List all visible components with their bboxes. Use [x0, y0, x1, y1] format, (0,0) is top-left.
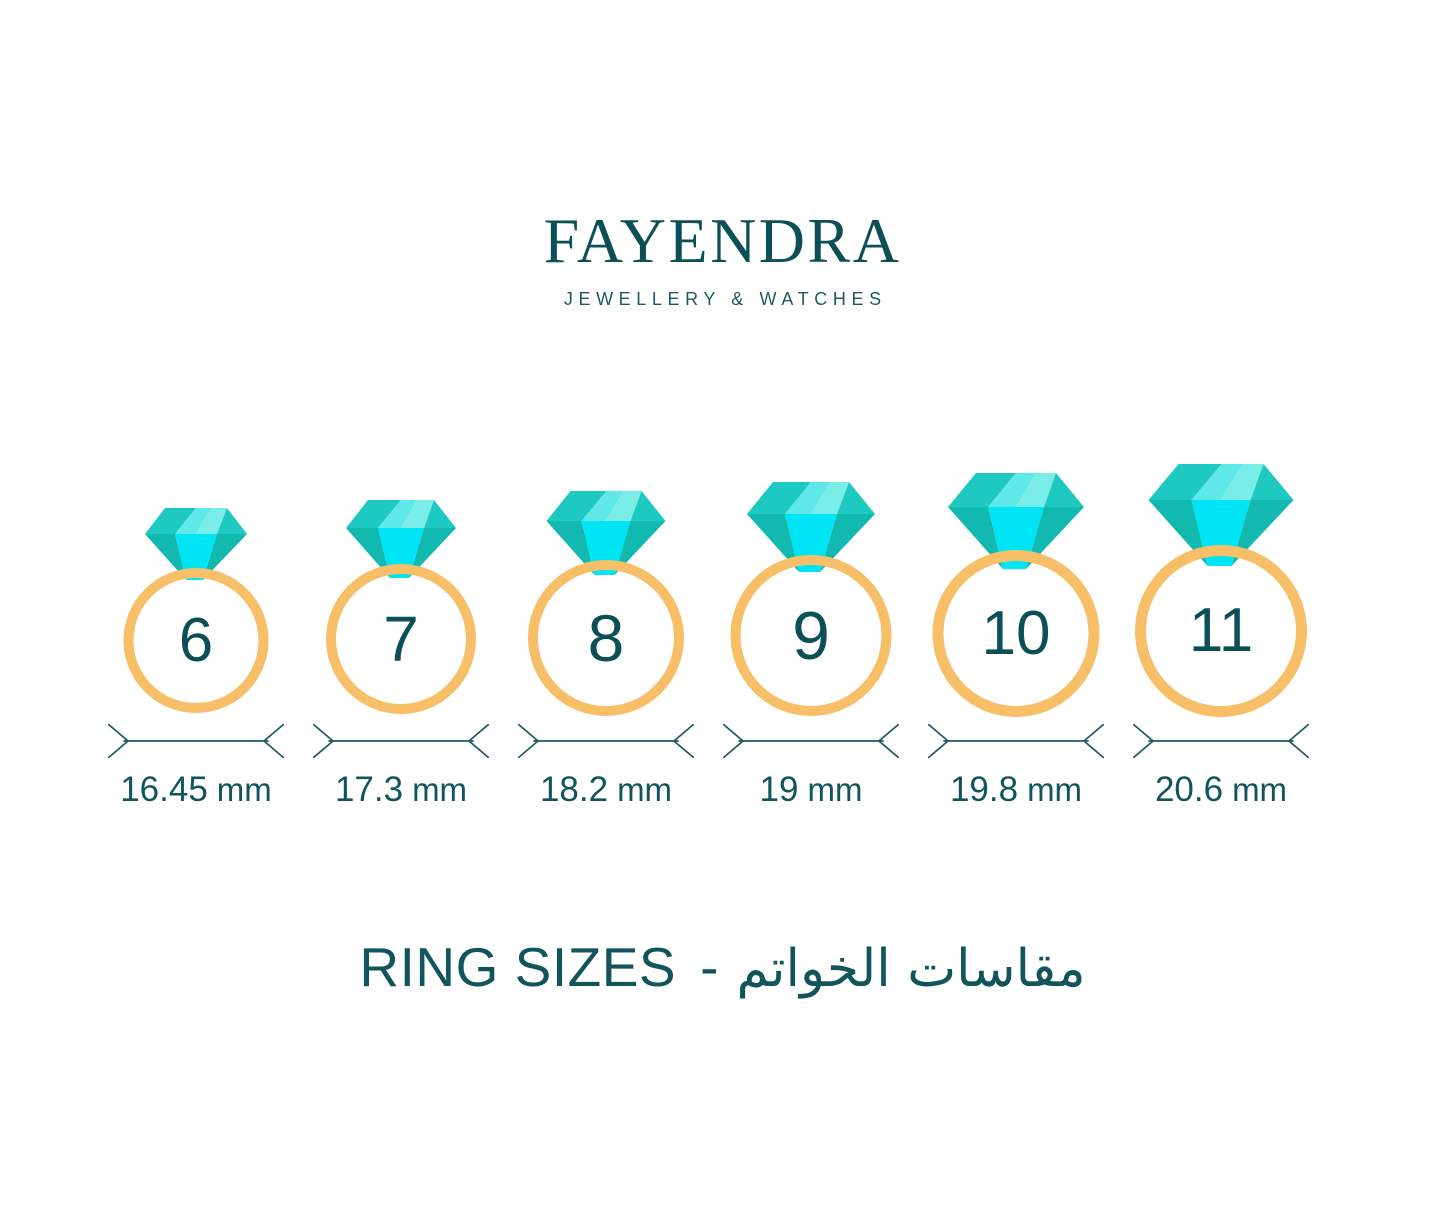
ring-band-7: 7 — [326, 564, 476, 714]
measurement-unit: mm — [1027, 771, 1083, 808]
measurement-unit: mm — [617, 771, 673, 808]
ring-band-6: 6 — [123, 568, 269, 713]
measurement-value: 19 — [759, 770, 799, 809]
brand-logo: FAYENDRA JEWELLERY & WATCHES — [0, 206, 1445, 310]
ring-size-label: 10 — [981, 598, 1051, 668]
dimension-label-7: 17.3 mm — [335, 770, 467, 810]
ring-size-label: 9 — [792, 597, 830, 674]
dimension-label-9: 19 mm — [760, 770, 863, 810]
measurement-unit: mm — [412, 771, 468, 808]
dimension-label-6: 16.45 mm — [120, 770, 272, 810]
page-title: RING SIZES - مقاسات الخواتم — [0, 932, 1445, 1004]
measurement-value: 18.2 — [539, 770, 609, 809]
ring-band-10: 10 — [932, 550, 1100, 717]
ring-band-9: 9 — [730, 555, 892, 716]
dimension-line-9 — [723, 724, 899, 758]
dimension-line-11 — [1133, 724, 1309, 758]
measurement-value: 17.3 — [334, 770, 404, 809]
measurement-value: 20.6 — [1154, 770, 1224, 809]
ring-band-11: 11 — [1135, 545, 1307, 717]
measurement-value: 16.45 — [120, 770, 208, 809]
ring-item-7: 7 17.3 mm — [305, 440, 497, 820]
ring-item-10: 10 19.8 mm — [920, 440, 1112, 820]
measurement-unit: mm — [216, 771, 272, 808]
ring-size-label: 8 — [587, 601, 625, 675]
ring-size-label: 6 — [178, 605, 214, 675]
brand-name: FAYENDRA — [543, 205, 902, 276]
page-title-arabic: مقاسات الخواتم — [736, 939, 1086, 999]
ring-item-6: 6 16.45 mm — [100, 440, 292, 820]
dimension-line-8 — [518, 724, 694, 758]
measurement-unit: mm — [807, 771, 863, 808]
diamond-gem-icon — [546, 491, 666, 575]
dimension-label-10: 19.8 mm — [950, 770, 1082, 810]
dimension-line-7 — [313, 724, 489, 758]
page-title-separator: - — [700, 936, 719, 998]
measurement-value: 19.8 — [949, 770, 1019, 809]
measurement-unit: mm — [1232, 771, 1288, 808]
ring-item-9: 9 19 mm — [715, 440, 907, 820]
ring-size-label: 11 — [1188, 596, 1254, 665]
diamond-gem-icon — [145, 508, 247, 580]
brand-tagline: JEWELLERY & WATCHES — [563, 289, 887, 309]
dimension-label-11: 20.6 mm — [1155, 770, 1287, 810]
ring-band-8: 8 — [528, 560, 684, 716]
dimension-line-10 — [928, 724, 1104, 758]
ring-item-8: 8 18.2 mm — [510, 440, 702, 820]
page-title-english: RING SIZES — [359, 936, 677, 998]
dimension-line-6 — [108, 724, 284, 758]
ring-item-11: 11 20.6 mm — [1125, 440, 1317, 820]
dimension-label-8: 18.2 mm — [540, 770, 672, 810]
ring-size-row: 6 16.45 mm — [0, 440, 1445, 820]
ring-size-label: 7 — [383, 603, 419, 675]
